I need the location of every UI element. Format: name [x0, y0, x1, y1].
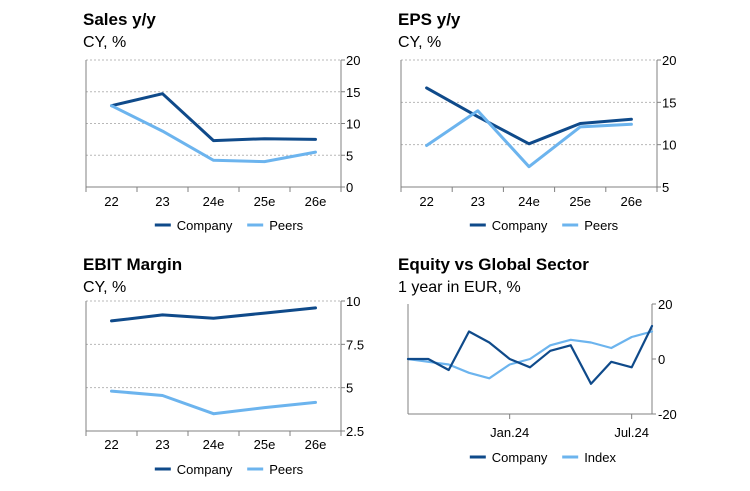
chart-4-title: Equity vs Global Sector — [398, 255, 589, 274]
chart-2-x-tick-label: 24e — [518, 194, 540, 209]
chart-4-subtitle: 1 year in EUR, % — [398, 279, 521, 296]
chart-3-x-tick-label: 23 — [155, 437, 169, 452]
chart-2-x-tick-label: 26e — [621, 194, 643, 209]
chart-1-subtitle: CY, % — [83, 34, 126, 51]
chart-4-series-index-line — [406, 330, 654, 380]
chart-3-legend-company-label: Company — [177, 462, 233, 477]
chart-1-title: Sales y/y — [83, 10, 156, 29]
chart-2-subtitle: CY, % — [398, 34, 441, 51]
chart-2-title: EPS y/y — [398, 10, 461, 29]
chart-4-y-tick-label: 20 — [658, 297, 672, 312]
chart-1-x-tick-label: 22 — [104, 194, 118, 209]
chart-1-x-tick-label: 23 — [155, 194, 169, 209]
chart-3-series-company-line — [110, 306, 317, 323]
chart-4-x-tick-label: Jul.24 — [614, 425, 649, 440]
chart-3-y-tick-label: 5 — [346, 381, 353, 396]
chart-3-x-tick-label: 22 — [104, 437, 118, 452]
chart-2-series-company-line — [425, 86, 633, 146]
chart-2-y-tick-label: 10 — [662, 138, 676, 153]
chart-1-y-tick-label: 10 — [346, 117, 360, 132]
chart-1-series-company-line — [110, 92, 317, 143]
chart-1-x-tick-label: 26e — [305, 194, 327, 209]
chart-3-y-tick-label: 2.5 — [346, 424, 364, 439]
chart-4-legend-company-label: Company — [492, 450, 548, 465]
chart-3-x-tick-label: 24e — [203, 437, 225, 452]
chart-1-x-tick-label: 24e — [203, 194, 225, 209]
chart-4-legend-index-label: Index — [584, 450, 616, 465]
chart-1-y-tick-label: 0 — [346, 180, 353, 195]
chart-2-series-peers-line — [425, 109, 633, 169]
chart-1-legend-company-label: Company — [177, 218, 233, 233]
chart-2-legend-company-label: Company — [492, 218, 548, 233]
chart-3-y-tick-label: 10 — [346, 294, 360, 309]
chart-1-y-tick-label: 5 — [346, 148, 353, 163]
chart-2-y-tick-label: 5 — [662, 180, 669, 195]
chart-3-x-tick-label: 26e — [305, 437, 327, 452]
chart-2-y-tick-label: 20 — [662, 53, 676, 68]
chart-2-y-tick-label: 15 — [662, 95, 676, 110]
chart-3-legend-peers-label: Peers — [269, 462, 303, 477]
chart-4-series-company-line — [406, 324, 654, 385]
chart-2-x-tick-label: 22 — [419, 194, 433, 209]
chart-1-series-peers-line — [110, 104, 317, 164]
chart-3-title: EBIT Margin — [83, 255, 182, 274]
chart-3-y-tick-label: 7.5 — [346, 337, 364, 352]
chart-1-y-tick-label: 20 — [346, 53, 360, 68]
chart-4-x-tick-label: Jan.24 — [490, 425, 529, 440]
chart-1-y-tick-label: 15 — [346, 85, 360, 100]
chart-2-x-tick-label: 23 — [471, 194, 485, 209]
chart-4-y-tick-label: -20 — [658, 407, 677, 422]
chart-3-subtitle: CY, % — [83, 279, 126, 296]
chart-1-legend-peers-label: Peers — [269, 218, 303, 233]
chart-3-x-tick-label: 25e — [254, 437, 276, 452]
chart-2-x-tick-label: 25e — [569, 194, 591, 209]
chart-3-series-peers-line — [110, 389, 317, 416]
chart-2-legend-peers-label: Peers — [584, 218, 618, 233]
chart-1-x-tick-label: 25e — [254, 194, 276, 209]
chart-4-y-tick-label: 0 — [658, 352, 665, 367]
